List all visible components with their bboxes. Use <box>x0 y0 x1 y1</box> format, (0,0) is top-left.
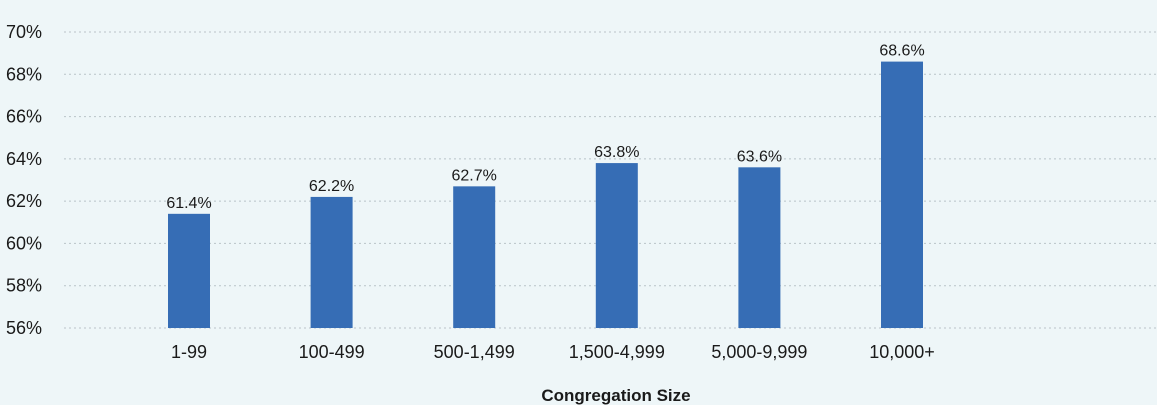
y-tick-label: 66% <box>6 107 42 127</box>
x-category-label: 10,000+ <box>869 342 935 362</box>
y-tick-label: 56% <box>6 318 42 338</box>
data-label: 61.4% <box>166 195 211 212</box>
bar <box>310 196 353 328</box>
bar <box>738 167 781 328</box>
y-axis-tick-labels: 56% 58% 60% 62% 64% 66% 68% 70% <box>6 22 42 338</box>
data-label: 62.7% <box>452 167 497 184</box>
data-label: 68.6% <box>879 43 924 60</box>
y-tick-label: 60% <box>6 233 42 253</box>
bar <box>453 186 496 328</box>
y-tick-label: 58% <box>6 276 42 296</box>
x-category-label: 100-499 <box>299 342 365 362</box>
x-category-label: 1-99 <box>171 342 207 362</box>
data-label: 63.6% <box>737 148 782 165</box>
x-axis-category-labels: 1-99 100-499 500-1,499 1,500-4,999 5,000-9,9… <box>171 342 935 362</box>
y-tick-label: 64% <box>6 149 42 169</box>
data-label: 62.2% <box>309 178 354 195</box>
data-label: 63.8% <box>594 144 639 161</box>
y-tick-label: 70% <box>6 22 42 42</box>
bar <box>168 213 210 328</box>
x-category-label: 500-1,499 <box>434 342 515 362</box>
y-tick-label: 68% <box>6 64 42 84</box>
x-axis-title: Congregation Size <box>541 386 690 405</box>
y-tick-label: 62% <box>6 191 42 211</box>
bars <box>168 61 923 328</box>
data-labels: 61.4% 62.2% 62.7% 63.8% 63.6% 68.6% <box>166 43 924 212</box>
bar <box>595 163 638 328</box>
x-category-label: 5,000-9,999 <box>711 342 807 362</box>
bar <box>881 61 923 328</box>
x-category-label: 1,500-4,999 <box>569 342 665 362</box>
